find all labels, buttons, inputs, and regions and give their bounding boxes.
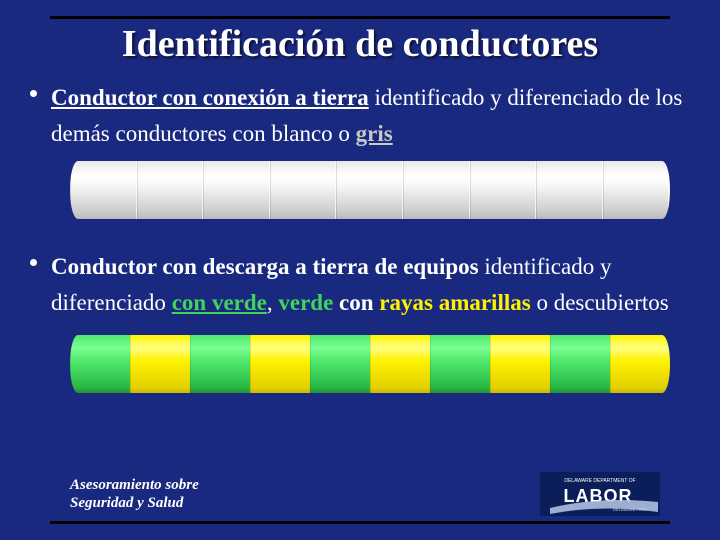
wire-segment-yellow (130, 335, 190, 393)
wire-segment-green (70, 335, 130, 393)
bullet-2-text: Conductor con descarga a tierra de equip… (51, 249, 700, 320)
wire-segment (603, 161, 670, 219)
footer-text: Asesoramiento sobre Seguridad y Salud (70, 476, 199, 512)
footer-line2: Seguridad y Salud (70, 495, 183, 511)
wire-segment-yellow (490, 335, 550, 393)
bullet-1-text: Conductor con conexión a tierra identifi… (51, 80, 700, 151)
wire-segment (403, 161, 470, 219)
wire-segment (203, 161, 270, 219)
footer-line1: Asesoramiento sobre (70, 477, 199, 493)
wire-segment-yellow (370, 335, 430, 393)
wire-segment (336, 161, 403, 219)
wire-segment-yellow (250, 335, 310, 393)
bullet-2-comma: , (267, 290, 279, 315)
wire-segment-green (550, 335, 610, 393)
block-2: Conductor con descarga a tierra de equip… (30, 249, 700, 392)
labor-logo: DELAWARE DEPARTMENT OF LABOR DELAWARE FI… (540, 472, 660, 516)
wire-segment (470, 161, 537, 219)
bottom-rule (50, 521, 670, 524)
bullet-2-converde: con verde (172, 290, 267, 315)
bullet-2-con: con (333, 290, 379, 315)
wire-segment-green (190, 335, 250, 393)
logo-tag: DELAWARE DEPARTMENT OF (564, 478, 635, 484)
wire-segment-green (430, 335, 490, 393)
bullet-2-verde2: verde (278, 290, 333, 315)
content-area: Conductor con conexión a tierra identifi… (30, 80, 700, 393)
wire-white (70, 161, 670, 219)
wire-segment (536, 161, 603, 219)
bullet-1-gris: gris (356, 121, 393, 146)
top-rule (50, 16, 670, 19)
wire-segment-green (310, 335, 370, 393)
wire-segment (270, 161, 337, 219)
bullet-2-tail: o descubiertos (531, 290, 669, 315)
wire-segment (70, 161, 137, 219)
bullet-1: Conductor con conexión a tierra identifi… (30, 80, 700, 151)
wire-green-yellow (70, 335, 670, 393)
bullet-2: Conductor con descarga a tierra de equip… (30, 249, 700, 320)
bullet-2-lead: Conductor con descarga a tierra de equip… (51, 254, 479, 279)
wire-segment (137, 161, 204, 219)
bullet-2-rayas: rayas amarillas (379, 290, 530, 315)
bullet-dot-icon (30, 259, 37, 266)
logo-sub: DELAWARE FIRST (613, 507, 648, 512)
bullet-dot-icon (30, 90, 37, 97)
bullet-1-lead: Conductor con conexión a tierra (51, 85, 369, 110)
page-title: Identificación de conductores (0, 22, 720, 66)
wire-segment-yellow (610, 335, 670, 393)
